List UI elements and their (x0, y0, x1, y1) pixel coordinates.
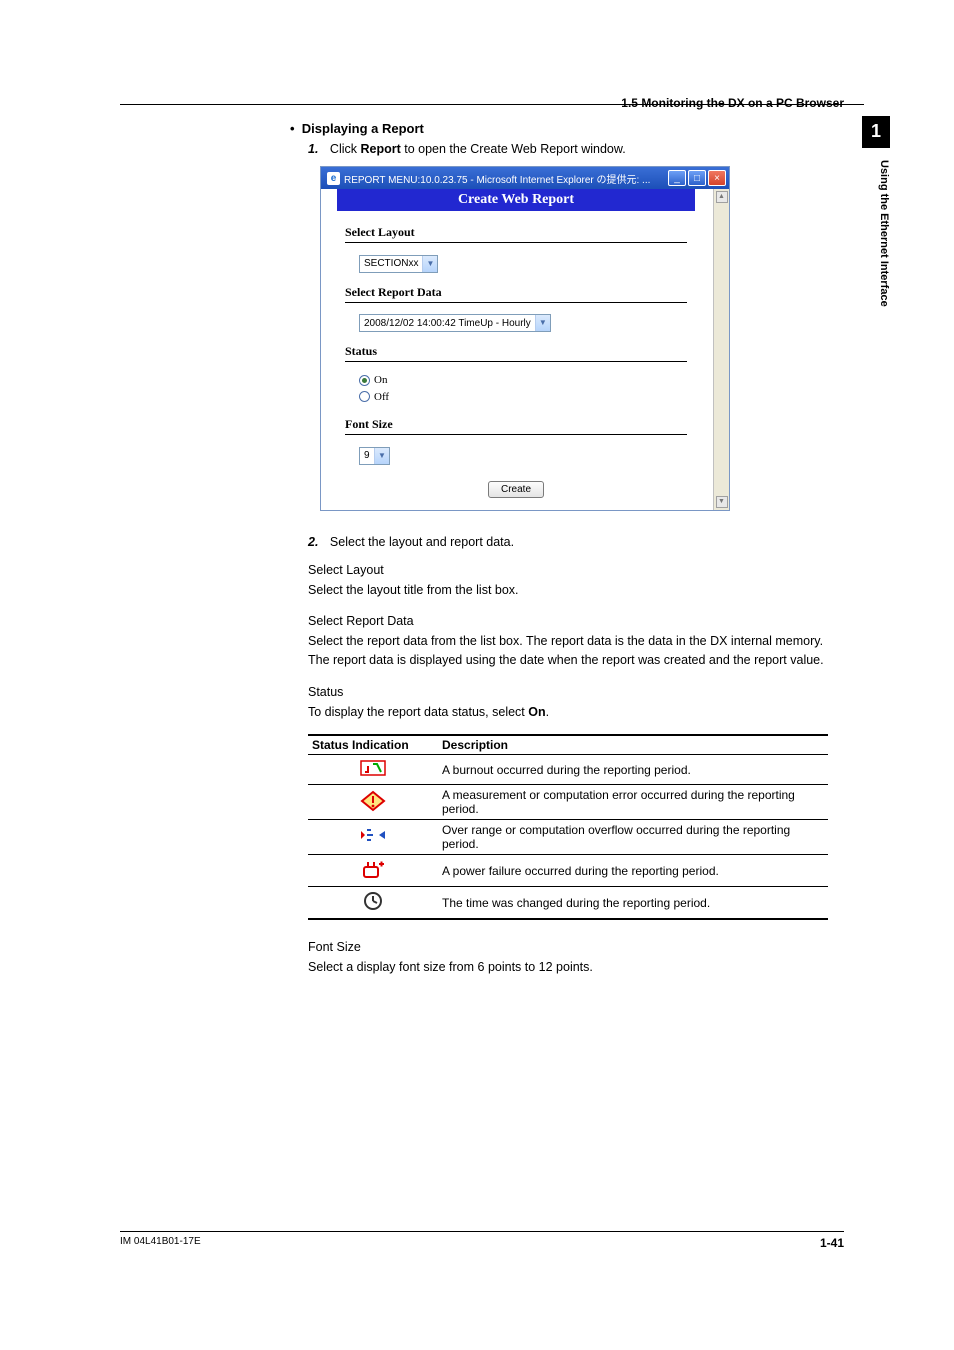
ie-icon: e (327, 172, 340, 185)
radio-off-row[interactable]: Off (359, 389, 687, 406)
chapter-tab: 1 (862, 116, 890, 148)
radio-on-icon (359, 375, 370, 386)
scrollbar[interactable]: ▲ ▼ (713, 189, 729, 510)
select-layout-subhead: Select Layout (308, 563, 834, 577)
select-reportdata-subhead: Select Report Data (308, 614, 834, 628)
step-2-text: Select the layout and report data. (330, 535, 514, 549)
table-desc: A power failure occurred during the repo… (438, 855, 828, 887)
status-subhead: Status (308, 685, 834, 699)
table-desc: A measurement or computation error occur… (438, 785, 828, 820)
step-1-suffix: to open the Create Web Report window. (401, 142, 626, 156)
step-2-number: 2. (308, 535, 318, 549)
label-font-size: Font Size (345, 417, 687, 435)
radio-off-icon (359, 391, 370, 402)
maximize-button[interactable]: □ (688, 170, 706, 186)
select-reportdata-text: Select the report data from the list box… (308, 632, 834, 671)
status-text: To display the report data status, selec… (308, 703, 834, 722)
step-1-bold: Report (360, 142, 400, 156)
error-icon (360, 790, 386, 812)
doc-id: IM 04L41B01-17E (120, 1236, 201, 1250)
status-table: Status Indication Description A burnout … (308, 734, 828, 920)
table-row: A measurement or computation error occur… (308, 785, 828, 820)
select-reportdata-value: 2008/12/02 14:00:42 TimeUp - Hourly (360, 318, 535, 329)
dropdown-icon: ▼ (374, 448, 389, 464)
fontsize-text: Select a display font size from 6 points… (308, 958, 834, 977)
scroll-down-icon[interactable]: ▼ (716, 496, 728, 508)
label-status: Status (345, 344, 687, 362)
table-row: A burnout occurred during the reporting … (308, 755, 828, 785)
scroll-up-icon[interactable]: ▲ (716, 191, 728, 203)
step-1-number: 1. (308, 142, 318, 156)
status-text-bold: On (528, 705, 545, 719)
label-select-report-data: Select Report Data (345, 285, 687, 303)
window-title: REPORT MENU:10.0.23.75 - Microsoft Inter… (344, 171, 664, 186)
select-reportdata-dropdown[interactable]: 2008/12/02 14:00:42 TimeUp - Hourly ▼ (359, 314, 551, 332)
table-header-description: Description (438, 735, 828, 755)
chapter-side-label: Using the Ethernet Interface (862, 160, 890, 307)
font-size-value: 9 (360, 450, 374, 461)
dropdown-icon: ▼ (422, 256, 437, 272)
web-report-header: Create Web Report (337, 189, 695, 211)
table-row: A power failure occurred during the repo… (308, 855, 828, 887)
select-layout-value: SECTIONxx (360, 258, 422, 269)
select-layout-dropdown[interactable]: SECTIONxx ▼ (359, 255, 438, 273)
close-button[interactable]: × (708, 170, 726, 186)
time-change-icon (361, 890, 385, 912)
font-size-dropdown[interactable]: 9 ▼ (359, 447, 390, 465)
dropdown-icon: ▼ (535, 315, 550, 331)
step-1-prefix: Click (330, 142, 361, 156)
burnout-icon (358, 758, 388, 778)
status-text-suffix: . (546, 705, 549, 719)
fontsize-subhead: Font Size (308, 940, 834, 954)
bullet-heading: • Displaying a Report (290, 121, 834, 136)
create-button[interactable]: Create (488, 481, 544, 498)
bullet-heading-text: Displaying a Report (302, 121, 424, 136)
table-desc: Over range or computation overflow occur… (438, 820, 828, 855)
table-desc: The time was changed during the reportin… (438, 887, 828, 920)
section-header: 1.5 Monitoring the DX on a PC Browser (621, 96, 844, 110)
page-number: 1-41 (820, 1236, 844, 1250)
radio-on-label: On (374, 372, 387, 389)
power-failure-icon (360, 858, 386, 880)
minimize-button[interactable]: _ (668, 170, 686, 186)
window-titlebar: e REPORT MENU:10.0.23.75 - Microsoft Int… (321, 167, 729, 189)
table-row: Over range or computation overflow occur… (308, 820, 828, 855)
ie-window: e REPORT MENU:10.0.23.75 - Microsoft Int… (320, 166, 730, 511)
status-text-prefix: To display the report data status, selec… (308, 705, 528, 719)
radio-off-label: Off (374, 389, 389, 406)
table-desc: A burnout occurred during the reporting … (438, 755, 828, 785)
label-select-layout: Select Layout (345, 225, 687, 243)
page-footer: IM 04L41B01-17E 1-41 (120, 1231, 844, 1250)
step-1: 1. Click Report to open the Create Web R… (308, 142, 834, 156)
radio-on-row[interactable]: On (359, 372, 687, 389)
table-header-indication: Status Indication (308, 735, 438, 755)
select-layout-text: Select the layout title from the list bo… (308, 581, 834, 600)
overflow-icon (359, 825, 387, 847)
step-2: 2. Select the layout and report data. (308, 535, 834, 549)
table-row: The time was changed during the reportin… (308, 887, 828, 920)
